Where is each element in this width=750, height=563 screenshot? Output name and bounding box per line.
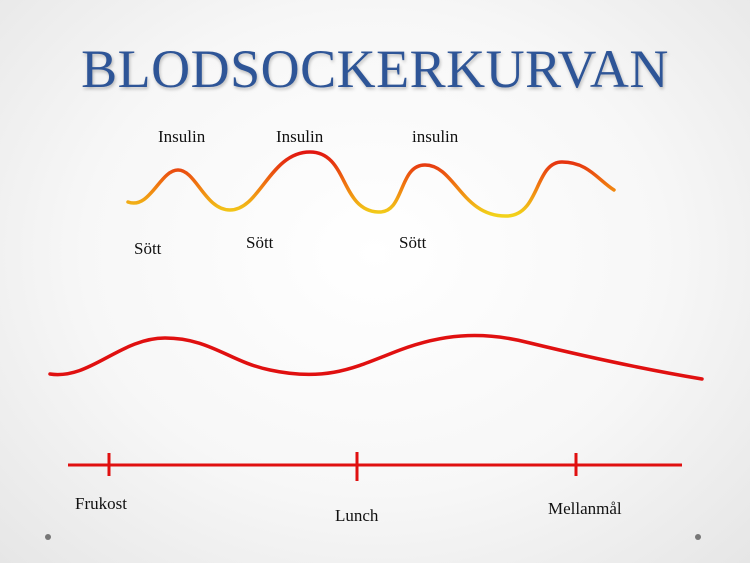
trough-label: Sött — [399, 233, 427, 252]
peak-label: Insulin — [158, 127, 206, 146]
slide-corner-dot — [695, 534, 701, 540]
stable-blood-sugar-curve — [48, 333, 704, 381]
timeline-label-mellanmal: Mellanmål — [548, 499, 622, 518]
trough-label: Sött — [134, 239, 162, 258]
spiky-blood-sugar-curve — [126, 150, 616, 218]
timeline-label-lunch: Lunch — [335, 506, 379, 525]
slide-title: BLODSOCKERKURVAN — [81, 39, 669, 99]
timeline-label-frukost: Frukost — [75, 494, 127, 513]
peak-label: Insulin — [276, 127, 324, 146]
peak-label: insulin — [412, 127, 459, 146]
trough-label: Sött — [246, 233, 274, 252]
slide-corner-dot — [45, 534, 51, 540]
